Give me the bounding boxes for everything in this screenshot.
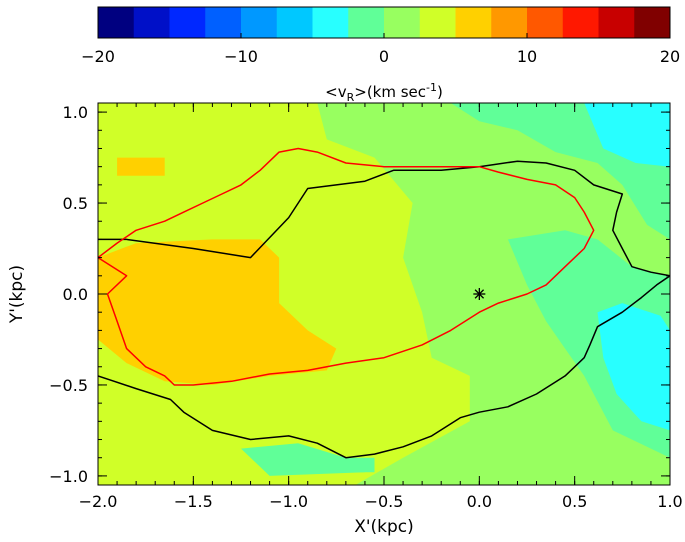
colorbar-tick-label: −20 — [81, 47, 115, 66]
field-region — [597, 303, 670, 431]
colorbar-swatch — [491, 7, 528, 38]
colorbar-tick-label: 0 — [379, 47, 389, 66]
colorbar-swatch — [634, 7, 671, 38]
x-tick-label: −1.5 — [174, 492, 213, 511]
x-tick-labels: −2.0 −1.5 −1.0 −0.5 0.0 0.5 1.0 — [79, 492, 683, 511]
colorbar-tick-label: −10 — [224, 47, 258, 66]
colorbar-label: <vR>(km sec-1) — [325, 81, 443, 104]
colorbar-swatch — [312, 7, 349, 38]
colorbar-swatch — [276, 7, 313, 38]
y-axis-label: Y'(kpc) — [7, 265, 27, 324]
y-tick-label: 0.0 — [63, 285, 88, 304]
field-region — [98, 239, 337, 385]
colorbar-swatch — [205, 7, 242, 38]
colorbar-swatch — [98, 7, 135, 38]
colorbar-swatch — [527, 7, 564, 38]
axis-ticks — [97, 103, 671, 485]
field-region — [117, 157, 165, 176]
colorbar-swatch — [562, 7, 599, 38]
colorbar-tick-labels: −20 −10 0 10 20 — [81, 33, 680, 66]
colorbar-swatch — [169, 7, 206, 38]
x-tick-label: −0.5 — [365, 492, 404, 511]
y-tick-label: −0.5 — [49, 376, 88, 395]
field-region — [98, 103, 470, 485]
x-tick-label: −2.0 — [79, 492, 118, 511]
colorbar-tick-label: 10 — [517, 47, 537, 66]
colorbar — [98, 7, 671, 38]
contour-line — [98, 147, 595, 386]
y-tick-label: −1.0 — [49, 467, 88, 486]
colorbar-swatch — [348, 7, 385, 38]
x-tick-label: −1.0 — [269, 492, 308, 511]
x-axis-label: X'(kpc) — [354, 517, 414, 537]
colorbar-swatch — [455, 7, 492, 38]
field-region — [345, 457, 375, 473]
colorbar-swatch — [384, 7, 421, 38]
asterisk-marker — [474, 289, 485, 299]
colorbar-swatch — [133, 7, 170, 38]
colorbar-swatch — [241, 7, 278, 38]
contour-line — [98, 160, 670, 459]
colorbar-swatch — [419, 7, 456, 38]
y-tick-label: 1.0 — [63, 103, 88, 122]
plot-field — [98, 103, 670, 485]
colorbar-swatch — [598, 7, 635, 38]
field-region — [241, 443, 365, 476]
x-tick-label: 1.0 — [657, 492, 682, 511]
field-region — [584, 103, 670, 167]
colorbar-tick-label: 20 — [660, 47, 680, 66]
y-tick-labels: 1.0 0.5 0.0 −0.5 −1.0 — [49, 103, 88, 486]
x-tick-label: 0.0 — [467, 492, 492, 511]
x-tick-label: 0.5 — [562, 492, 587, 511]
y-tick-label: 0.5 — [63, 194, 88, 213]
